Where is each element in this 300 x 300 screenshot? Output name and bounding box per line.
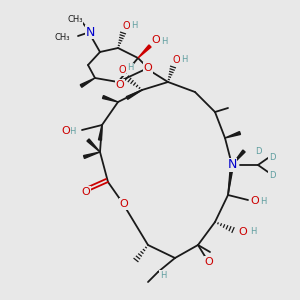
Text: H: H (260, 196, 266, 206)
Text: N: N (227, 158, 237, 172)
Text: O: O (238, 227, 247, 237)
Polygon shape (228, 165, 233, 195)
Polygon shape (103, 96, 118, 102)
Text: O: O (152, 35, 160, 45)
Polygon shape (80, 78, 95, 87)
Text: D: D (269, 172, 275, 181)
Text: D: D (255, 148, 261, 157)
Text: O: O (82, 187, 90, 197)
Polygon shape (126, 90, 142, 99)
Polygon shape (138, 45, 151, 58)
Text: O: O (116, 80, 124, 90)
Text: H: H (181, 56, 187, 64)
Text: CH₃: CH₃ (67, 16, 83, 25)
Text: H: H (131, 22, 137, 31)
Polygon shape (225, 132, 241, 138)
Text: H: H (70, 128, 76, 136)
Text: O: O (172, 55, 180, 65)
Text: N: N (85, 26, 95, 38)
Text: H: H (161, 37, 167, 46)
Text: O: O (61, 126, 70, 136)
Text: H: H (127, 64, 133, 73)
Text: O: O (120, 199, 128, 209)
Polygon shape (84, 152, 100, 158)
Text: D: D (269, 154, 275, 163)
Polygon shape (87, 139, 100, 152)
Text: O: O (205, 257, 213, 267)
Text: O: O (122, 21, 130, 31)
Text: O: O (118, 65, 126, 75)
Text: O: O (144, 63, 152, 73)
Polygon shape (98, 125, 102, 140)
Text: CH₃: CH₃ (55, 34, 70, 43)
Text: H: H (250, 226, 256, 236)
Text: O: O (250, 196, 260, 206)
Text: H: H (160, 271, 166, 280)
Polygon shape (232, 150, 245, 165)
